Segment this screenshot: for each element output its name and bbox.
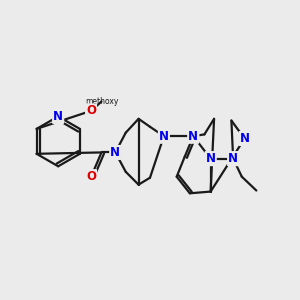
Text: N: N [159,130,169,142]
Text: O: O [86,170,96,183]
Text: N: N [53,110,63,123]
Text: O: O [86,104,96,117]
Text: O: O [86,170,96,183]
Text: N: N [206,152,216,165]
Text: N: N [240,132,250,145]
Text: N: N [188,130,198,142]
Text: N: N [206,152,216,165]
Text: N: N [240,132,250,145]
Text: N: N [53,110,63,123]
Text: N: N [188,130,198,142]
Text: methoxy: methoxy [85,97,118,106]
Text: O: O [86,104,96,117]
Text: N: N [159,130,169,142]
Text: N: N [228,152,238,165]
Text: N: N [228,152,238,165]
Text: N: N [110,146,120,159]
Text: N: N [110,146,120,159]
